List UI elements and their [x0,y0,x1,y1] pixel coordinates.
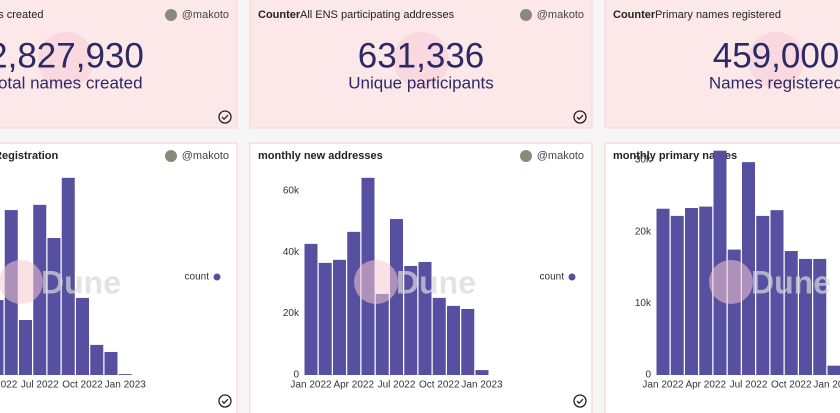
check-icon [218,110,232,124]
counter-value: 2,827,930 [0,36,144,75]
bar [90,344,104,375]
bar [0,300,4,375]
counter-value: 459,000 [713,36,840,75]
y-tick-label: 10k [635,298,652,309]
bar [699,206,713,375]
counter-title: All ENS participating addresses [300,9,455,21]
counter-kind: Counter [613,9,656,21]
bar [375,293,389,375]
bar [104,351,118,375]
x-tick-label: Oct 2022 [771,380,812,391]
legend-label: count [185,272,210,283]
counter-caption: Names registered [709,73,840,92]
author[interactable]: @makoto [537,150,584,162]
x-tick-label: Jan 2022 [642,380,684,391]
y-tick-label: 0 [645,370,651,381]
chart-title: monthly # of .eth Registration [0,150,59,162]
bar [784,251,798,375]
author[interactable]: @makoto [182,9,229,21]
check-icon [221,398,229,405]
watermark: Dune [41,264,121,300]
legend-label: count [540,272,565,283]
watermark: Dune [751,264,831,300]
x-tick-label: Jan 2022 [290,380,332,391]
bar [47,238,61,375]
bar [685,208,698,375]
watermark-blob [0,260,43,304]
bar [418,261,432,375]
watermark-blob [709,260,753,304]
avatar [165,9,177,21]
x-tick-label: Apr 2022 [333,380,374,391]
chart-title: monthly primary names [613,150,737,162]
x-tick-label: Apr 2022 [685,380,726,391]
bar [799,258,812,375]
avatar [520,9,532,21]
x-tick-label: Jan 2023 [813,380,840,391]
bar [475,370,489,375]
watermark-blob [748,32,804,88]
bar [304,243,318,375]
bar [713,150,727,375]
y-tick-label: 40k [283,247,300,258]
check-icon [576,114,584,121]
x-tick-label: Apr 2022 [0,380,18,391]
x-tick-label: Oct 2022 [419,380,460,391]
legend-dot [213,273,221,281]
x-tick-label: Jan 2023 [105,380,147,391]
chart-title: monthly new addresses [258,150,383,162]
x-tick-label: Jul 2022 [730,380,768,391]
bar [770,210,784,375]
legend-dot [568,273,576,281]
bar [390,218,403,375]
bar [432,297,446,375]
x-tick-label: Jul 2022 [378,380,416,391]
counter-caption: Total names created [0,73,143,92]
watermark: Dune [396,264,476,300]
bar [742,162,755,375]
counter-title: Primary names registered [655,9,781,21]
check-icon [573,394,587,408]
check-icon [218,394,232,408]
bar [447,305,460,375]
author[interactable]: @makoto [182,150,229,162]
y-tick-label: 0 [293,370,299,381]
y-tick-label: 20k [635,226,652,237]
x-tick-label: Jan 2023 [461,380,503,391]
watermark-blob [38,32,94,88]
bar [756,215,770,375]
author[interactable]: @makoto [537,9,584,21]
watermark-blob [393,32,449,88]
y-tick-label: 60k [283,185,300,196]
counter-title: ENS names created [0,9,43,21]
avatar [165,150,177,162]
counter-value: 631,336 [358,36,485,75]
bar [347,231,361,375]
y-tick-label: 30k [635,155,652,166]
bar [656,208,670,375]
check-icon [576,398,584,405]
bar [461,308,475,375]
check-icon [573,110,587,124]
bar [813,258,827,375]
x-tick-label: Jul 2022 [21,380,59,391]
counter-caption: Unique participants [348,73,494,92]
bar [670,215,684,375]
avatar [520,150,532,162]
bar [76,297,89,375]
bar [404,265,418,375]
x-tick-label: Oct 2022 [62,380,103,391]
y-tick-label: 20k [283,308,300,319]
bar [318,262,332,375]
bar [19,320,32,375]
bar [827,365,840,375]
bar [118,374,132,375]
check-icon [221,114,229,121]
watermark-blob [354,260,398,304]
counter-kind: Counter [258,9,301,21]
bar [61,177,75,375]
bar [333,259,346,375]
